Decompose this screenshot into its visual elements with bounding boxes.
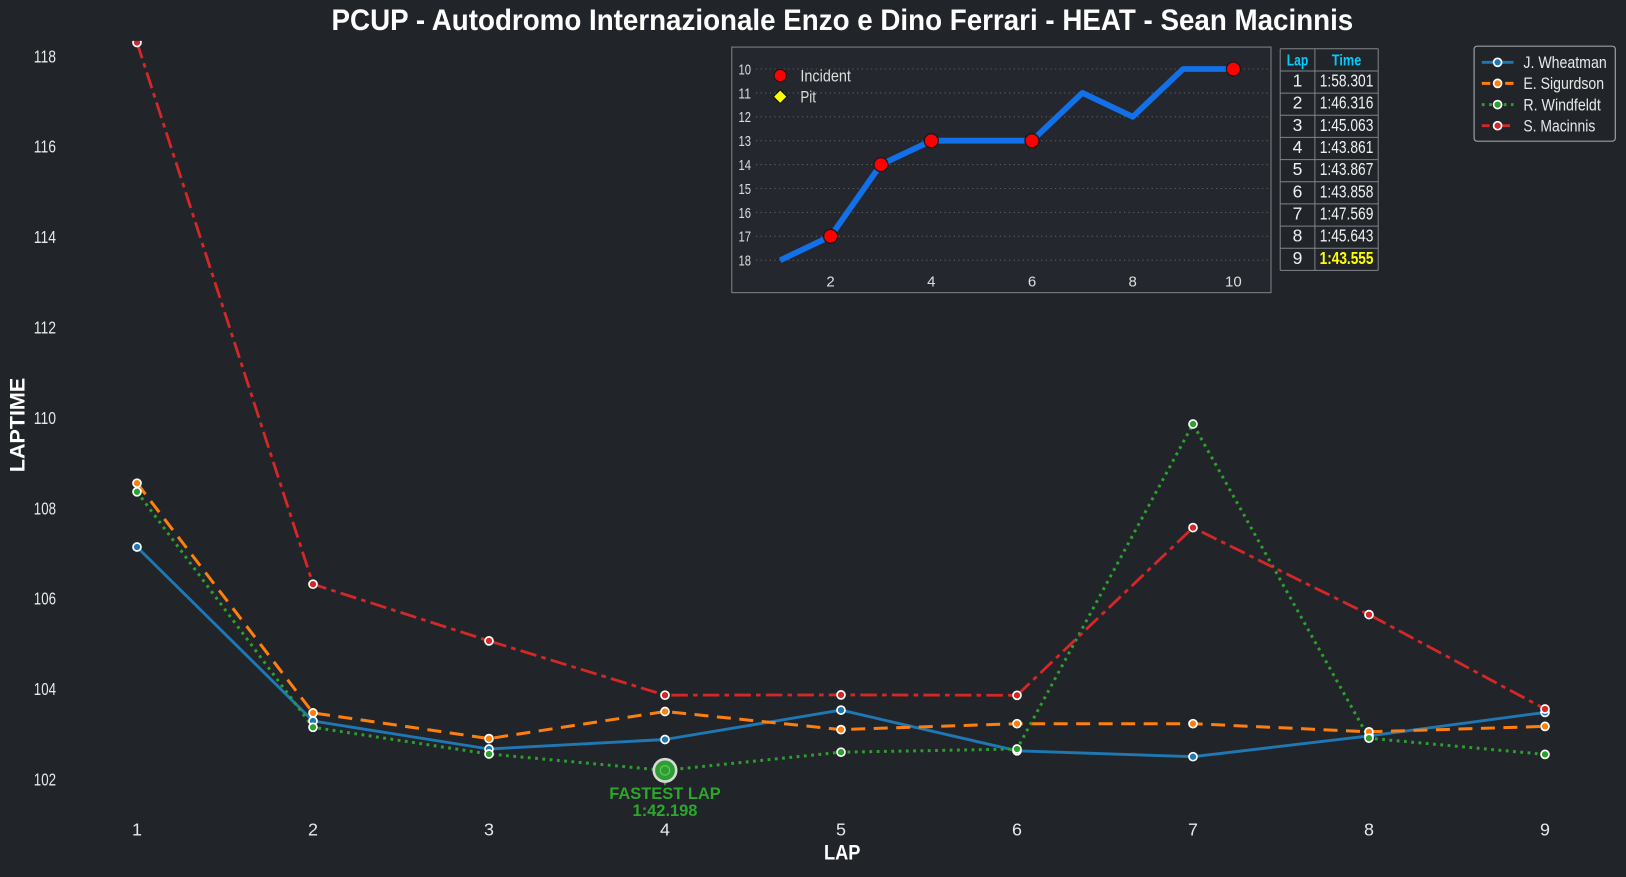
svg-text:5: 5 [1293,159,1303,179]
svg-text:17: 17 [739,229,752,246]
svg-text:4: 4 [1293,137,1303,157]
svg-text:7: 7 [1293,204,1303,224]
svg-text:16: 16 [739,205,752,222]
svg-text:3: 3 [484,819,494,839]
svg-text:R. Windfeldt: R. Windfeldt [1523,96,1601,114]
svg-text:3: 3 [1293,115,1303,135]
svg-text:1:43.861: 1:43.861 [1320,137,1374,157]
svg-text:1:43.867: 1:43.867 [1320,159,1374,179]
svg-text:9: 9 [1540,819,1550,839]
svg-text:9: 9 [1293,248,1303,268]
svg-text:1:43.858: 1:43.858 [1320,181,1374,201]
svg-text:S. Macinnis: S. Macinnis [1523,118,1595,136]
svg-text:108: 108 [34,498,56,518]
svg-text:10: 10 [739,61,752,78]
svg-text:10: 10 [1225,274,1242,291]
svg-text:104: 104 [34,679,56,699]
svg-text:PCUP - Autodromo Internazional: PCUP - Autodromo Internazionale Enzo e D… [332,4,1354,37]
svg-text:11: 11 [738,85,751,102]
svg-text:14: 14 [739,157,752,174]
svg-text:8: 8 [1364,819,1374,839]
svg-text:2: 2 [308,819,318,839]
svg-text:102: 102 [34,770,56,790]
svg-text:1: 1 [132,819,142,839]
svg-text:18: 18 [739,253,752,270]
svg-text:1:58.301: 1:58.301 [1320,71,1374,91]
svg-text:8: 8 [1293,226,1303,246]
svg-text:118: 118 [34,46,56,66]
svg-text:114: 114 [34,227,56,247]
svg-text:12: 12 [739,109,752,126]
svg-text:15: 15 [739,181,752,198]
svg-text:8: 8 [1129,274,1137,291]
svg-text:6: 6 [1012,819,1022,839]
svg-text:106: 106 [34,589,56,609]
svg-text:116: 116 [34,137,56,157]
svg-text:6: 6 [1293,181,1303,201]
svg-text:13: 13 [739,133,752,150]
svg-text:1:43.555: 1:43.555 [1320,248,1374,268]
svg-text:1:45.643: 1:45.643 [1320,226,1374,246]
svg-text:Incident: Incident [800,66,851,85]
svg-text:LAP: LAP [824,840,861,864]
svg-text:E. Sigurdson: E. Sigurdson [1523,75,1604,93]
svg-text:4: 4 [927,274,935,291]
svg-text:J. Wheatman: J. Wheatman [1523,54,1606,72]
svg-text:4: 4 [660,819,670,839]
svg-text:2: 2 [826,274,834,291]
svg-text:1:45.063: 1:45.063 [1320,115,1374,135]
svg-text:112: 112 [34,318,56,338]
svg-text:Time: Time [1332,53,1362,70]
svg-text:5: 5 [836,819,846,839]
svg-text:Lap: Lap [1287,53,1309,70]
svg-text:Pit: Pit [800,87,816,106]
svg-text:110: 110 [34,408,56,428]
svg-text:7: 7 [1188,819,1198,839]
svg-text:1: 1 [1293,71,1303,91]
svg-text:1:47.569: 1:47.569 [1320,204,1374,224]
svg-text:6: 6 [1028,274,1036,291]
svg-text:2: 2 [1293,93,1303,113]
svg-text:FASTEST LAP: FASTEST LAP [609,784,720,803]
svg-text:LAPTIME: LAPTIME [6,378,30,472]
svg-text:1:42.198: 1:42.198 [633,802,698,820]
svg-text:1:46.316: 1:46.316 [1320,93,1374,113]
